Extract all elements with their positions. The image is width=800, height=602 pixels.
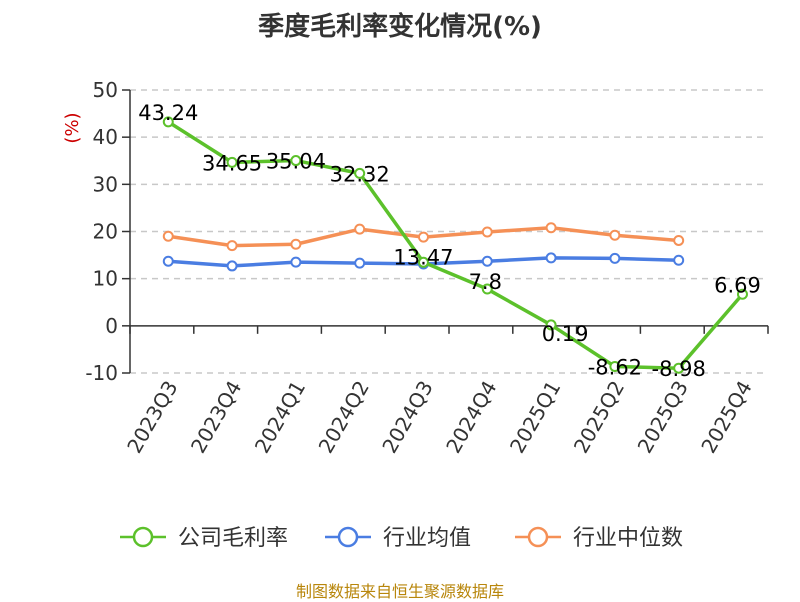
series-line: [167, 120, 744, 370]
data-point: [609, 252, 621, 264]
data-source-note: 制图数据来自恒生聚源数据库: [295, 582, 504, 601]
data-point: [417, 256, 429, 268]
data-point: [673, 362, 685, 374]
x-tick-label: 2025Q3: [633, 377, 693, 458]
legend: 公司毛利率 行业均值 行业中位数: [120, 526, 683, 551]
data-point: [609, 360, 621, 372]
data-point: [290, 238, 302, 250]
data-label: 13.47: [393, 245, 453, 269]
legend-label: 行业均值: [383, 526, 471, 551]
data-point: [481, 255, 493, 267]
data-point: [162, 230, 174, 242]
data-point: [354, 167, 366, 179]
y-tick-label: 10: [93, 267, 118, 291]
data-point: [226, 156, 238, 168]
data-point: [354, 223, 366, 235]
legend-label: 公司毛利率: [178, 526, 288, 551]
x-tick-label: 2024Q2: [314, 377, 374, 458]
y-axis-label: (%): [62, 112, 83, 143]
data-point: [226, 240, 238, 252]
data-point: [545, 319, 557, 331]
data-point: [545, 222, 557, 234]
y-tick-label: 40: [93, 125, 118, 149]
data-label: 35.04: [266, 150, 326, 174]
data-point: [736, 288, 748, 300]
data-label: 43.24: [138, 101, 198, 125]
data-point: [162, 116, 174, 128]
data-label: 6.69: [714, 273, 761, 297]
data-point: [354, 257, 366, 269]
data-point: [290, 256, 302, 268]
data-point: [673, 234, 685, 246]
legend-marker: [527, 526, 549, 548]
x-tick-label: 2024Q1: [250, 377, 310, 458]
x-tick-label: 2025Q2: [569, 377, 629, 458]
data-point: [162, 255, 174, 267]
data-label: -8.98: [652, 357, 706, 381]
data-point: [290, 155, 302, 167]
legend-marker: [337, 526, 359, 548]
data-label: 0.19: [542, 322, 589, 346]
y-tick-label: 0: [105, 314, 118, 338]
grid-lines: [130, 89, 768, 374]
y-tick-label: 30: [93, 172, 118, 196]
data-point: [417, 231, 429, 243]
y-tick-label: 20: [93, 220, 118, 244]
legend-label: 行业中位数: [573, 526, 683, 551]
data-point: [226, 260, 238, 272]
data-label: -8.62: [588, 355, 642, 379]
x-tick-label: 2024Q3: [377, 376, 437, 457]
x-tick-label: 2025Q1: [505, 377, 565, 458]
data-point: [481, 283, 493, 295]
data-label: 34.65: [202, 151, 262, 175]
data-label: 32.32: [330, 162, 390, 186]
chart-title: 季度毛利率变化情况(%): [258, 12, 542, 42]
data-label: 7.8: [469, 270, 502, 294]
data-point: [481, 226, 493, 238]
x-tick-label: 2025Q4: [696, 377, 756, 458]
y-tick-label: 50: [93, 78, 118, 102]
data-point: [545, 252, 557, 264]
legend-marker: [132, 526, 154, 548]
y-tick-label: -10: [85, 361, 118, 385]
series-lines: [162, 116, 748, 374]
x-tick-label: 2023Q4: [186, 377, 246, 458]
data-point: [609, 229, 621, 241]
x-tick-label: 2024Q4: [441, 377, 501, 458]
x-tick-label: 2023Q3: [122, 377, 182, 458]
data-point: [673, 254, 685, 266]
